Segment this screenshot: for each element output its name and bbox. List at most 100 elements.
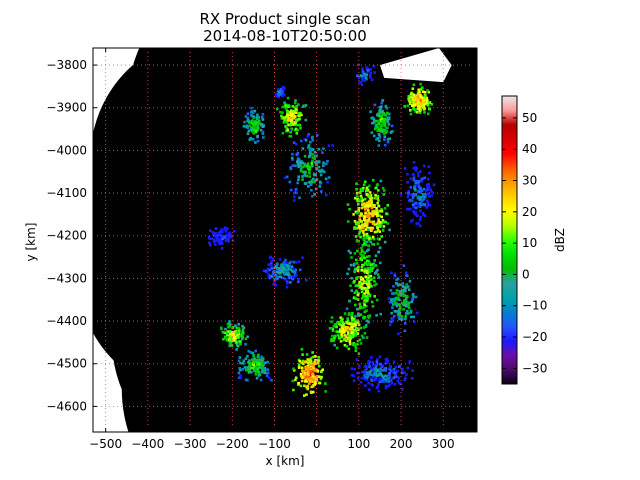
echo-pixel	[281, 105, 285, 109]
echo-pixel	[318, 180, 322, 184]
echo-pixel	[379, 209, 382, 213]
echo-pixel	[247, 119, 250, 122]
echo-pixel	[298, 366, 301, 369]
echo-pixel	[361, 263, 364, 267]
echo-pixel	[361, 253, 365, 257]
echo-pixel	[247, 349, 251, 353]
echo-pixel	[397, 316, 401, 319]
echo-pixel	[419, 215, 422, 219]
echo-pixel	[419, 190, 422, 193]
echo-pixel	[366, 69, 370, 72]
echo-pixel	[252, 363, 255, 367]
echo-pixel	[390, 298, 393, 301]
echo-pixel	[293, 120, 297, 124]
echo-pixel	[348, 342, 352, 346]
echo-pixel	[295, 123, 299, 127]
echo-pixel	[364, 286, 367, 290]
echo-pixel	[372, 265, 375, 269]
echo-pixel	[330, 320, 333, 324]
echo-pixel	[364, 189, 368, 193]
echo-pixel	[411, 93, 414, 97]
echo-pixel	[283, 86, 286, 90]
echo-pixel	[304, 367, 307, 370]
echo-pixel	[363, 219, 367, 222]
echo-pixel	[309, 183, 313, 187]
echo-pixel	[286, 281, 289, 285]
echo-pixel	[341, 322, 345, 326]
echo-pixel	[383, 121, 387, 125]
echo-pixel	[289, 123, 293, 127]
echo-pixel	[403, 322, 407, 325]
echo-pixel	[273, 278, 277, 281]
echo-pixel	[348, 334, 351, 338]
echo-pixel	[400, 315, 404, 318]
echo-pixel	[398, 308, 402, 311]
echo-pixel	[347, 220, 350, 223]
echo-pixel	[301, 161, 305, 165]
echo-pixel	[363, 224, 367, 228]
echo-pixel	[367, 200, 371, 204]
echo-pixel	[265, 270, 269, 274]
echo-pixel	[297, 123, 301, 127]
echo-pixel	[405, 301, 409, 304]
echo-pixel	[393, 383, 397, 386]
echo-pixel	[251, 359, 255, 362]
echo-pixel	[282, 117, 286, 120]
echo-pixel	[353, 315, 357, 318]
echo-pixel	[366, 234, 369, 238]
echo-pixel	[257, 374, 261, 377]
echo-pixel	[377, 250, 381, 254]
echo-pixel	[304, 360, 307, 363]
echo-pixel	[420, 97, 423, 100]
echo-pixel	[363, 218, 366, 221]
echo-pixel	[259, 123, 263, 127]
echo-pixel	[308, 379, 312, 383]
echo-pixel	[415, 184, 419, 187]
echo-pixel	[384, 386, 388, 390]
echo-pixel	[418, 111, 422, 115]
echo-pixel	[387, 116, 391, 119]
echo-pixel	[351, 333, 355, 337]
echo-pixel	[261, 357, 265, 360]
echo-pixel	[312, 379, 316, 383]
echo-pixel	[292, 276, 295, 279]
echo-pixel	[268, 268, 272, 272]
grid-lines	[93, 48, 477, 432]
echo-pixel	[385, 126, 389, 130]
echo-pixel	[365, 366, 369, 369]
echo-pixel	[357, 209, 360, 212]
echo-pixel	[306, 387, 309, 391]
echo-pixel	[246, 335, 249, 339]
echo-pixel	[363, 376, 367, 379]
echo-pixel	[353, 226, 356, 229]
echo-pixel	[256, 358, 260, 361]
echo-pixel	[336, 321, 339, 324]
echo-pixel	[428, 204, 432, 207]
echo-pixel	[364, 297, 367, 301]
echo-pixel	[220, 235, 224, 239]
echo-pixel	[321, 151, 324, 154]
echo-pixel	[367, 274, 370, 277]
echo-pixel	[327, 176, 331, 179]
echo-pixel	[378, 133, 381, 137]
echo-pixel	[365, 255, 369, 259]
echo-pixel	[422, 203, 425, 206]
echo-pixel	[425, 205, 429, 209]
echo-pixel	[413, 187, 417, 191]
echo-pixel	[388, 228, 391, 232]
echo-pixel	[308, 146, 312, 150]
echo-pixel	[363, 316, 367, 319]
echo-pixel	[375, 196, 378, 200]
echo-pixel	[391, 306, 394, 309]
echo-pixel	[304, 375, 308, 379]
echo-pixel	[300, 139, 303, 143]
echo-pixel	[288, 180, 292, 184]
echo-pixel	[403, 105, 406, 108]
echo-pixel	[369, 366, 373, 370]
echo-pixel	[288, 264, 292, 268]
echo-pixel	[416, 214, 419, 217]
echo-pixel	[377, 204, 381, 208]
chart-subtitle: 2014-08-10T20:50:00	[203, 27, 367, 45]
echo-pixel	[372, 262, 376, 265]
echo-pixel	[377, 229, 380, 232]
